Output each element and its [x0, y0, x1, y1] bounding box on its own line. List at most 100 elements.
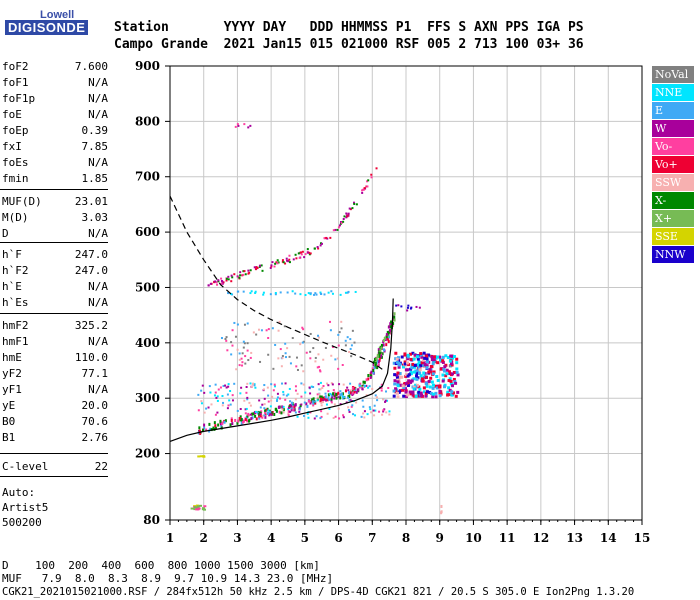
trace-echo [330, 393, 333, 397]
trace-echo [221, 421, 224, 425]
diffuse-echo [334, 415, 337, 418]
diffuse-echo [214, 383, 217, 386]
param-separator [0, 453, 108, 454]
diffuse-echo [253, 384, 256, 387]
diffuse-echo [279, 348, 282, 351]
second-hop-echo [340, 221, 343, 224]
trace-echo [382, 343, 385, 347]
spread-echo [403, 362, 407, 366]
spread-echo [397, 375, 401, 379]
spread-echo [408, 352, 412, 356]
second-hop-echo [270, 264, 273, 267]
diffuse-echo [236, 348, 239, 351]
param-value: 20.0 [81, 399, 109, 412]
diffuse-echo [286, 291, 289, 294]
diffuse-echo [221, 394, 224, 397]
diffuse-echo [347, 409, 350, 412]
diffuse-echo [284, 356, 287, 359]
second-hop-echo [248, 271, 251, 274]
diffuse-echo [315, 415, 318, 418]
diffuse-echo [353, 341, 356, 344]
second-hop-echo [254, 268, 257, 271]
diffuse-echo [270, 413, 273, 416]
spread-echo [406, 357, 410, 361]
diffuse-echo [327, 291, 330, 294]
spread-echo [436, 378, 440, 382]
trace-echo [278, 405, 281, 409]
trace-echo [231, 422, 234, 426]
spread-echo [456, 373, 460, 377]
second-hop-echo [238, 276, 241, 279]
diffuse-echo [266, 386, 269, 389]
diffuse-echo [231, 344, 234, 347]
diffuse-echo [200, 402, 203, 405]
trace-echo [359, 382, 362, 386]
spread-echo [423, 376, 427, 380]
spread-echo [417, 363, 421, 367]
diffuse-echo [278, 397, 281, 400]
x-tick-label: 12 [533, 531, 550, 545]
low-echo [202, 455, 206, 458]
spread-echo [415, 374, 419, 378]
param-row: h`E N/A [2, 279, 108, 294]
diffuse-echo [262, 388, 265, 391]
trace-echo [241, 420, 244, 424]
low-echo [199, 504, 203, 507]
param-row: yF2 77.1 [2, 366, 108, 381]
legend-item-x: X+ [652, 210, 694, 227]
diffuse-echo [277, 357, 280, 360]
diffuse-echo [340, 327, 343, 330]
trace-echo [388, 329, 391, 333]
trace-echo [385, 343, 388, 347]
spread-echo [406, 355, 410, 359]
x-tick-label: 11 [499, 531, 516, 545]
diffuse-echo [382, 409, 385, 412]
second-hop-echo [345, 216, 348, 219]
diffuse-echo [346, 336, 349, 339]
diffuse-echo [241, 364, 244, 367]
trace-echo [307, 399, 310, 403]
diffuse-echo [254, 290, 257, 293]
param-value: 247.0 [74, 264, 108, 277]
trace-echo [377, 363, 380, 367]
diffuse-echo [301, 341, 304, 344]
trace-echo [255, 417, 258, 421]
trace-echo [373, 366, 376, 370]
header-values: Campo Grande 2021 Jan15 015 021000 RSF 0… [114, 37, 584, 52]
diffuse-echo [277, 329, 280, 332]
diffuse-echo [226, 349, 229, 352]
trace-echo [335, 392, 338, 396]
param-value: 77.1 [81, 367, 109, 380]
diffuse-echo [316, 393, 319, 396]
diffuse-echo [363, 410, 366, 413]
param-row: foEs N/A [2, 155, 108, 170]
trace-echo [252, 412, 255, 416]
diffuse-echo [337, 333, 340, 336]
diffuse-echo [250, 385, 253, 388]
diffuse-echo [372, 409, 375, 412]
spread-echo [429, 392, 433, 396]
diffuse-echo [354, 290, 357, 293]
diffuse-echo [273, 385, 276, 388]
diffuse-echo [227, 385, 230, 388]
diffuse-echo [351, 404, 354, 407]
param-label: foEs [2, 156, 29, 169]
second-hop-echo [353, 201, 356, 204]
diffuse-echo [287, 414, 290, 417]
trace-echo [331, 395, 334, 399]
spread-echo [428, 385, 432, 389]
trace-echo [357, 388, 360, 392]
spread-echo [452, 377, 456, 381]
second-hop-echo [326, 237, 329, 240]
trace-echo [311, 398, 314, 402]
spread-echo [428, 368, 432, 372]
diffuse-echo [213, 394, 216, 397]
diffuse-echo [289, 400, 292, 403]
diffuse-echo [341, 364, 344, 367]
header-labels: Station YYYY DAY DDD HHMMSS P1 FFS S AXN… [114, 20, 584, 35]
trace-echo [353, 386, 356, 390]
spread-echo [422, 361, 426, 365]
param-label: yF1 [2, 383, 22, 396]
param-separator [0, 242, 108, 243]
second-hop-echo [317, 247, 320, 250]
